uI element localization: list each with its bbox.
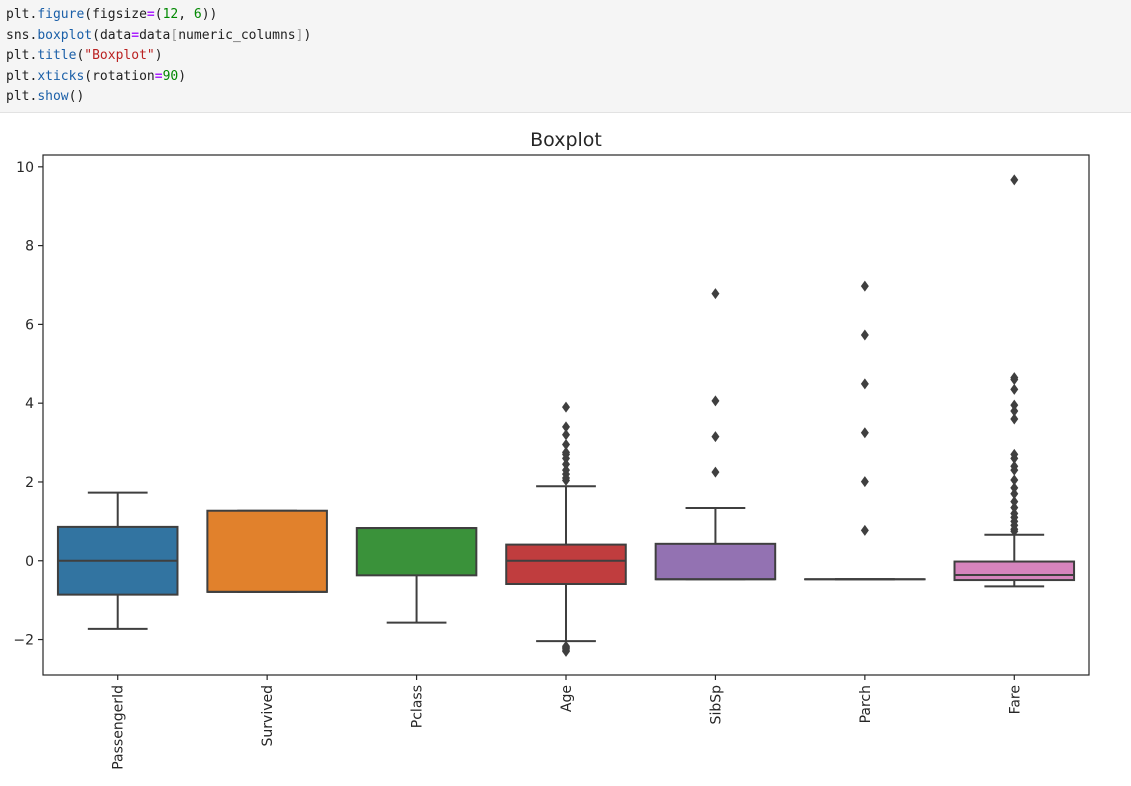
outlier-point bbox=[861, 427, 869, 438]
box-body bbox=[357, 528, 477, 575]
code-token: title bbox=[37, 48, 76, 63]
y-tick-label: 10 bbox=[16, 160, 34, 176]
y-tick-label: 2 bbox=[25, 475, 34, 491]
outlier-point bbox=[562, 421, 570, 432]
code-editor[interactable]: plt.figure(figsize=(12, 6))sns.boxplot(d… bbox=[6, 5, 311, 108]
cell-output: Boxplot −2 0 2 4 6 8 10 PassengerId Survived Pclas… bbox=[0, 113, 1131, 782]
outlier-point bbox=[1010, 384, 1018, 395]
code-token: ) bbox=[178, 69, 186, 84]
x-tick-label-age: Age bbox=[559, 685, 575, 712]
code-token: rotation bbox=[92, 69, 155, 84]
y-tick-label: 0 bbox=[25, 554, 34, 570]
code-token: ( bbox=[155, 7, 163, 22]
outlier-point bbox=[861, 330, 869, 341]
code-token: plt bbox=[6, 48, 29, 63]
x-tick-label-survived: Survived bbox=[260, 685, 276, 746]
y-tick-label: 6 bbox=[25, 317, 34, 333]
code-token: ( bbox=[84, 7, 92, 22]
code-token: plt bbox=[6, 7, 29, 22]
chart-title: Boxplot bbox=[530, 129, 602, 151]
outlier-point bbox=[861, 525, 869, 536]
outlier-point bbox=[1010, 400, 1018, 411]
x-tick-label-fare: Fare bbox=[1007, 685, 1023, 714]
code-token: () bbox=[69, 89, 85, 104]
box-parch bbox=[805, 281, 925, 580]
code-token: plt bbox=[6, 89, 29, 104]
x-tick-label-sibsp: SibSp bbox=[708, 685, 724, 725]
box-pclass bbox=[357, 528, 477, 623]
x-tick-label-pclass: Pclass bbox=[410, 685, 426, 728]
box-passengerid bbox=[58, 493, 178, 629]
code-line: plt.figure(figsize=(12, 6)) bbox=[6, 5, 311, 26]
code-token: "Boxplot" bbox=[84, 48, 154, 63]
outlier-point bbox=[1010, 372, 1018, 383]
code-token: xticks bbox=[37, 69, 84, 84]
code-token: = bbox=[147, 7, 155, 22]
y-tick-label: 4 bbox=[25, 396, 34, 412]
box-survived bbox=[207, 511, 327, 592]
code-token: sns bbox=[6, 28, 29, 43]
code-token: 6 bbox=[194, 7, 202, 22]
code-token: plt bbox=[6, 69, 29, 84]
box-age bbox=[506, 402, 626, 657]
code-token: data bbox=[139, 28, 170, 43]
y-tick-label: −2 bbox=[13, 633, 34, 649]
outlier-point bbox=[861, 281, 869, 292]
outlier-point bbox=[861, 476, 869, 487]
outlier-point bbox=[711, 288, 719, 299]
code-token: ) bbox=[303, 28, 311, 43]
code-cell[interactable]: plt.figure(figsize=(12, 6))sns.boxplot(d… bbox=[0, 0, 1131, 113]
x-tick-label-parch: Parch bbox=[858, 685, 874, 723]
outlier-point bbox=[711, 431, 719, 442]
code-token: data bbox=[100, 28, 131, 43]
code-token: figure bbox=[37, 7, 84, 22]
y-tick-label: 8 bbox=[25, 239, 34, 255]
outlier-point bbox=[711, 467, 719, 478]
code-token: 90 bbox=[163, 69, 179, 84]
outlier-point bbox=[1010, 174, 1018, 185]
box-sibsp bbox=[656, 288, 776, 579]
code-token: ( bbox=[92, 28, 100, 43]
code-token: ( bbox=[84, 69, 92, 84]
outlier-point bbox=[1010, 475, 1018, 486]
box-body bbox=[506, 545, 626, 584]
box-fare bbox=[955, 174, 1075, 586]
outlier-point bbox=[562, 439, 570, 450]
code-line: plt.show() bbox=[6, 87, 311, 108]
code-token: 12 bbox=[163, 7, 179, 22]
code-line: sns.boxplot(data=data[numeric_columns]) bbox=[6, 26, 311, 47]
code-token: ) bbox=[155, 48, 163, 63]
box-body bbox=[207, 511, 327, 592]
code-token: numeric_columns bbox=[178, 28, 295, 43]
code-line: plt.title("Boxplot") bbox=[6, 46, 311, 67]
code-token: figsize bbox=[92, 7, 147, 22]
x-tick-label-passengerid: PassengerId bbox=[111, 685, 127, 770]
code-token: )) bbox=[202, 7, 218, 22]
code-token: , bbox=[178, 7, 194, 22]
box-body bbox=[955, 562, 1075, 581]
outlier-point bbox=[562, 402, 570, 413]
code-token: = bbox=[155, 69, 163, 84]
code-token: show bbox=[37, 89, 68, 104]
outlier-point bbox=[861, 378, 869, 389]
code-line: plt.xticks(rotation=90) bbox=[6, 67, 311, 88]
box-body bbox=[656, 544, 776, 579]
boxplot-chart: Boxplot −2 0 2 4 6 8 10 PassengerId Survived Pclas… bbox=[0, 113, 1131, 782]
code-token: = bbox=[131, 28, 139, 43]
code-token: boxplot bbox=[37, 28, 92, 43]
outlier-point bbox=[711, 395, 719, 406]
